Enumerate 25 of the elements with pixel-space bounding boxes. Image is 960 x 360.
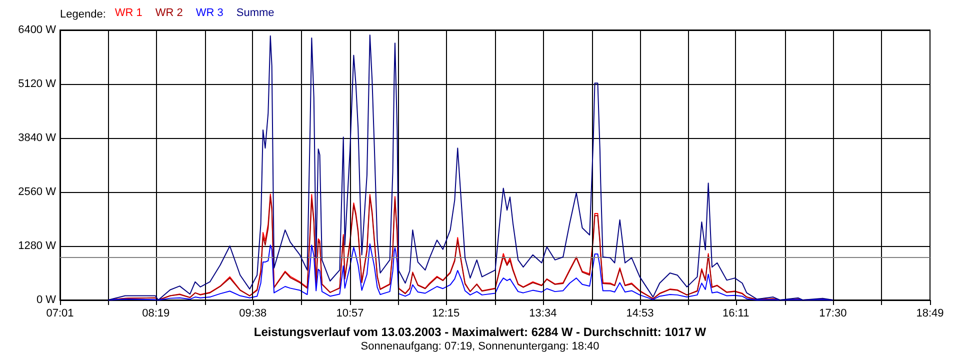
y-tick-label: 5120 W bbox=[18, 78, 57, 90]
text: Sonnenaufgang: 07:19, Sonnenuntergang: 18:40 bbox=[360, 340, 600, 352]
legend-title: Legende: bbox=[60, 8, 106, 20]
x-tick-label: 13:34 bbox=[529, 308, 557, 320]
text: WR 2 bbox=[155, 7, 183, 19]
x-tick-label: 07:01 bbox=[46, 308, 74, 320]
y-tick-label: 0 W bbox=[36, 294, 57, 306]
x-tick-label: 14:53 bbox=[626, 308, 654, 320]
line-series bbox=[108, 34, 834, 300]
series-label: Summe bbox=[236, 7, 274, 19]
x-tick-label: 17:30 bbox=[819, 308, 847, 320]
x-tick-label: 10:57 bbox=[336, 308, 364, 320]
y-tick-label: 3840 W bbox=[18, 132, 57, 144]
line-series bbox=[108, 243, 834, 300]
text: Leistungsverlauf vom 13.03.2003 - Maximalwert: 6284 W - Durchschnitt: 1017 W bbox=[254, 325, 707, 339]
y-tick-label: 2560 W bbox=[18, 186, 57, 198]
x-tick-label: 16:11 bbox=[722, 308, 750, 320]
y-tick-label: 1280 W bbox=[18, 240, 57, 252]
x-tick-label: 08:19 bbox=[142, 308, 170, 320]
text: WR 1 bbox=[114, 7, 142, 19]
x-tick-label: 12:15 bbox=[432, 308, 460, 320]
text: WR 3 bbox=[196, 7, 224, 19]
y-tick-label: 6400 W bbox=[18, 24, 57, 36]
x-tick-label: 18:49 bbox=[916, 308, 944, 320]
x-tick-label: 09:38 bbox=[239, 308, 267, 320]
